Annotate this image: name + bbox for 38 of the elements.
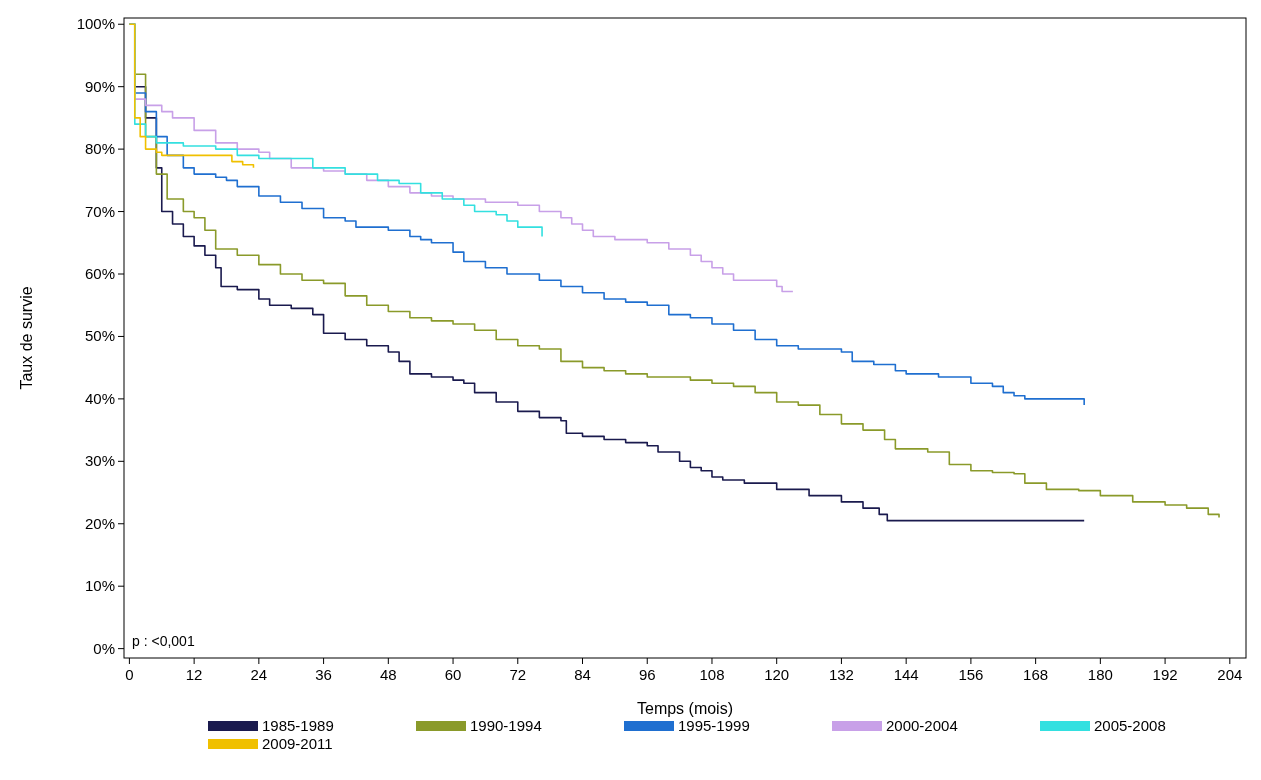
x-tick-label: 12: [185, 666, 203, 683]
x-tick-label: 48: [379, 666, 397, 683]
legend-label: 1995-1999: [678, 717, 750, 734]
y-tick-label: 20%: [84, 514, 115, 532]
x-tick-label: 192: [1152, 666, 1178, 683]
y-tick-label: 0%: [93, 639, 115, 657]
legend-label: 2000-2004: [886, 717, 958, 734]
x-tick-label: 96: [638, 666, 656, 683]
y-tick-label: 70%: [84, 202, 115, 220]
y-tick-label: 30%: [84, 452, 115, 470]
x-tick-label: 144: [893, 666, 919, 683]
y-tick-label: 40%: [84, 389, 115, 407]
x-tick-label: 60: [444, 666, 462, 683]
y-tick-label: 10%: [84, 577, 115, 595]
y-tick-label: 80%: [84, 140, 115, 158]
x-tick-label: 36: [315, 666, 332, 683]
x-tick-label: 108: [699, 666, 725, 683]
x-tick-label: 180: [1087, 666, 1113, 683]
legend-label: 1990-1994: [470, 717, 542, 734]
x-tick-label: 132: [828, 666, 854, 683]
y-tick-label: 60%: [84, 265, 115, 282]
x-tick-label: 24: [250, 666, 268, 683]
legend-label: 1985-1989: [262, 717, 334, 734]
y-tick-label: 90%: [84, 77, 115, 95]
y-tick-label: 100%: [76, 15, 115, 33]
legend-label: 2005-2008: [1094, 717, 1166, 734]
x-tick-label: 0: [125, 666, 134, 683]
x-tick-label: 156: [958, 666, 984, 683]
annotation: p : <0,001: [132, 633, 195, 649]
x-tick-label: 204: [1217, 666, 1243, 683]
y-axis-title: Taux de survie: [18, 286, 35, 390]
x-axis-title: Temps (mois): [636, 700, 734, 717]
x-tick-label: 168: [1023, 666, 1049, 683]
x-tick-label: 120: [764, 666, 790, 683]
legend-label: 2009-2011: [262, 735, 333, 752]
x-tick-label: 72: [509, 666, 527, 683]
y-tick-label: 50%: [84, 327, 115, 345]
x-tick-label: 84: [574, 666, 591, 683]
